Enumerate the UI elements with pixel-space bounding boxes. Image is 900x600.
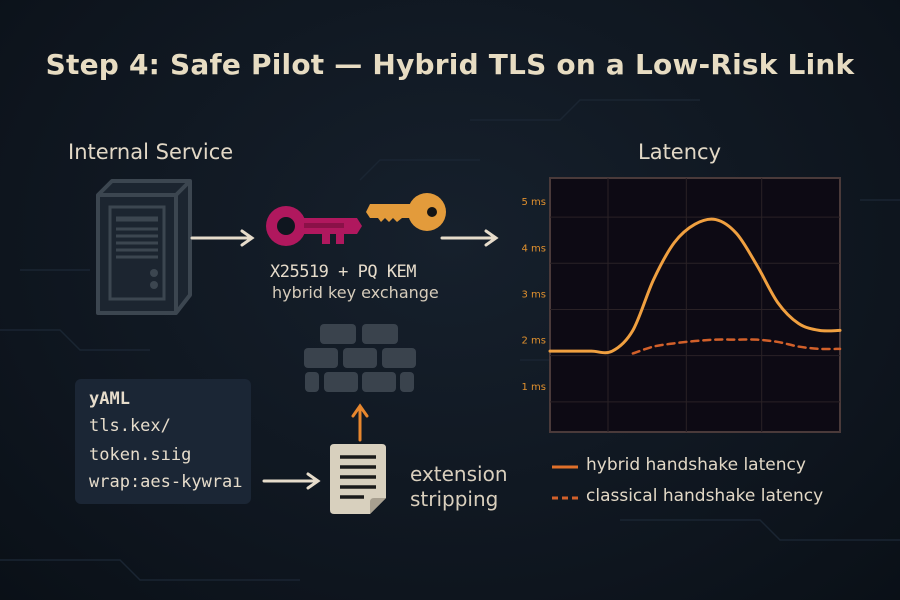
document-icon [330, 444, 386, 514]
magenta-key-icon [266, 206, 362, 246]
plot-area [549, 177, 841, 433]
series-line-classical [631, 338, 842, 355]
arrow-up-icon [351, 403, 369, 442]
arrow-right-icon [440, 229, 499, 247]
legend-solid-swatch [552, 465, 578, 469]
server-icon [96, 179, 192, 315]
kem-label: X25519 + PQ KEM [270, 262, 417, 282]
code-line: tls.kex/ [89, 416, 171, 436]
y-tick-label: 1 ms [522, 382, 547, 393]
ext-line1: extension [410, 462, 508, 486]
legend-classical: classical handshake latency [586, 486, 824, 506]
legend-dashed-swatch [552, 496, 578, 500]
kem-sublabel: hybrid key exchange [272, 283, 439, 302]
internal-service-label: Internal Service [68, 140, 234, 164]
arrow-right-icon [190, 229, 255, 247]
code-line: yAML [89, 389, 130, 409]
y-tick-label: 3 ms [522, 289, 547, 300]
y-tick-label: 4 ms [522, 243, 547, 254]
brick-wall-icon [304, 324, 416, 392]
extension-stripping-label: extension stripping [410, 462, 508, 512]
arrow-right-icon [262, 472, 321, 490]
series-line-hybrid [548, 217, 842, 355]
latency-chart: 1 ms 2 ms 3 ms 4 ms 5 ms [522, 177, 842, 433]
chart-legend: hybrid handshake latency classical hands… [548, 455, 868, 515]
gold-key-icon [366, 193, 446, 231]
y-tick-label: 2 ms [522, 336, 547, 347]
y-tick-label: 5 ms [522, 197, 547, 208]
config-code-block: yAML tls.kex/ token.sıig wrap:aes-kywraı [75, 379, 251, 504]
code-line: token.sıig [89, 445, 192, 465]
legend-hybrid: hybrid handshake latency [586, 455, 806, 475]
key-pair-icon [266, 193, 446, 246]
page-title: Step 4: Safe Pilot — Hybrid TLS on a Low… [45, 48, 855, 81]
ext-line2: stripping [410, 487, 499, 511]
code-line: wrap:aes-kywraı [89, 472, 243, 492]
latency-title: Latency [638, 140, 722, 164]
